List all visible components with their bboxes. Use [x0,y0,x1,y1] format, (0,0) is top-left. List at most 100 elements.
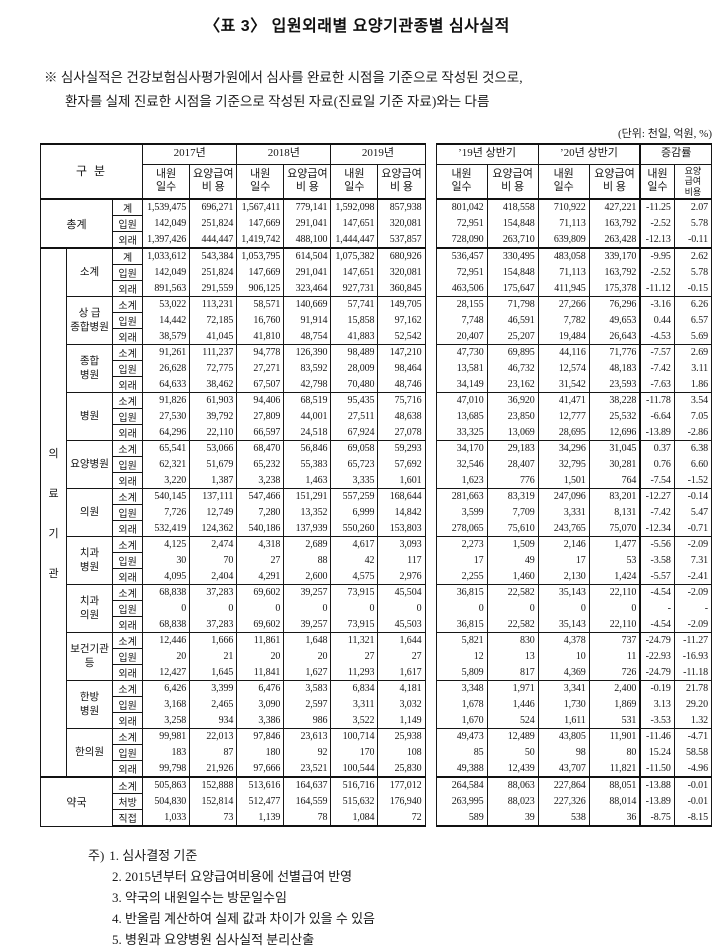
data-cell: 557,259 [330,488,379,505]
data-cell: 97,666 [236,760,285,778]
data-cell: 49 [486,552,539,569]
table-row: 입원 142,049 251,824 147,669 291,041 147,651 320… [41,215,713,233]
data-cell: 463,506 [435,280,488,297]
data-cell: 65,541 [142,440,191,457]
table-split-gap [425,489,436,505]
data-cell: 71,113 [537,215,590,232]
data-cell: 21 [189,648,238,665]
data-cell: 247,096 [537,488,590,505]
row-type-label: 외래 [112,280,144,298]
data-cell: 94,406 [236,392,285,409]
data-cell: 776 [486,472,539,489]
data-cell: 2.62 [673,247,713,265]
reference-mark: ※ [44,70,58,85]
data-cell: 36,815 [435,616,488,633]
data-cell: -7.54 [639,472,675,489]
table-row: 입원 27,530 39,792 27,809 44,001 27,511 48,638 13… [41,408,713,426]
data-cell: 175,378 [588,280,641,297]
data-cell: 80 [588,744,641,761]
data-cell: 1,509 [486,536,539,553]
data-cell: 0 [330,600,379,617]
data-cell: 22,110 [588,616,641,633]
row-type-label: 소계 [112,680,144,698]
subgroup-label: 병원 [66,392,114,442]
data-cell: -7.57 [639,344,675,361]
data-cell: 1,666 [189,632,238,649]
data-cell: 1,149 [377,712,426,729]
data-cell: 22,582 [486,616,539,633]
row-type-label: 외래 [112,472,144,490]
data-cell: 291,041 [283,215,332,232]
data-cell: -7.42 [639,360,675,377]
data-cell: -12.34 [639,520,675,537]
data-cell: 58,571 [236,296,285,313]
data-cell: 27,271 [236,360,285,377]
data-cell: 5,809 [435,664,488,681]
data-cell: 177,012 [377,776,426,794]
table-split-gap [425,761,436,778]
data-cell: 154,848 [486,215,539,232]
data-cell: 13,352 [283,504,332,521]
data-cell: 91,826 [142,392,191,409]
data-cell: 23,162 [486,376,539,393]
data-cell: 251,824 [189,215,238,232]
data-cell: 163,792 [588,215,641,232]
table-split-gap [425,713,436,729]
data-cell: 427,221 [588,198,641,216]
data-cell: 25,207 [486,328,539,345]
data-cell: 3,168 [142,696,191,713]
data-cell: 97,846 [236,728,285,745]
data-cell: 98 [537,744,590,761]
header-row-years: 구 분 2017년 2018년 2019년 ’19년 상반기 ’20년 상반기 … [39,142,713,201]
data-cell: 11,841 [236,664,285,681]
data-cell: 1,971 [486,680,539,697]
data-cell: -3.53 [639,712,675,729]
table-row: 입원 0 0 0 0 0 0 0 0 0 0- - [41,600,713,618]
data-cell: 0 [588,600,641,617]
data-cell: 906,125 [236,280,285,297]
corner-header: 구 분 [39,142,144,201]
table-row: 입원 62,321 51,679 65,232 55,383 65,723 57,692 32… [41,456,713,474]
data-cell: 25,830 [377,760,426,778]
data-cell: 152,814 [189,793,238,810]
data-cell: 37,283 [189,584,238,601]
data-cell: 28,695 [537,424,590,441]
table-row: 병원 소계 91,826 61,903 94,406 68,519 95,435 75,716… [41,392,713,442]
data-cell: 44,001 [283,408,332,425]
data-cell: 538 [537,809,590,828]
data-cell: 639,809 [537,231,590,249]
data-cell: 47,010 [435,392,488,409]
data-cell: 34,296 [537,440,590,457]
data-cell: 27 [330,648,379,665]
col-subheader-benefit-cost: 요양급여 비 용 [588,163,641,201]
data-cell: 5.69 [673,328,713,345]
data-cell: 99,981 [142,728,191,745]
row-type-label: 직접 [112,809,144,828]
col-subheader-benefit-cost: 요양급여 비 용 [486,163,539,201]
data-cell: 23,593 [588,376,641,393]
data-cell: -2.41 [673,568,713,585]
data-cell: 764 [588,472,641,489]
data-cell: 728,090 [435,231,488,249]
table-row: 치과 의원 소계 68,838 37,283 69,602 39,257 73,915 45,… [41,584,713,634]
data-cell: 4,095 [142,568,191,585]
row-type-label: 소계 [112,296,144,314]
data-cell: 36 [588,809,641,828]
data-cell: 16,760 [236,312,285,329]
data-cell: 52,542 [377,328,426,345]
table-row: 의 료 기 관 소계 계 1,033,612 543,384 1,053,795 614,504 1… [39,247,713,778]
col-subheader-change-benefit-cost: 요양 급여 비용 [673,163,713,201]
table-split-gap [425,425,436,441]
data-cell: -0.01 [673,793,713,810]
data-cell: 243,765 [537,520,590,537]
subgroup-label: 보건기관 등 [66,632,114,682]
data-cell: 11,293 [330,664,379,681]
data-cell: 0 [142,600,191,617]
data-cell: 1,501 [537,472,590,489]
data-cell: 2.69 [673,344,713,361]
data-cell: 339,170 [588,247,641,265]
data-cell: 263,428 [588,231,641,249]
table-split-gap [425,665,436,681]
data-cell: 6,426 [142,680,191,697]
